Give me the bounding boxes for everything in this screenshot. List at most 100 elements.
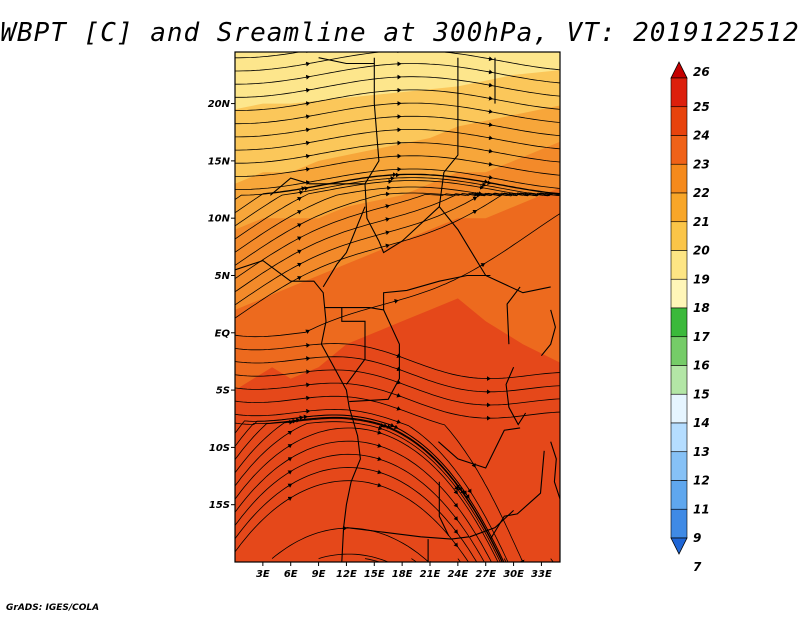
streamline [271, 527, 430, 562]
streamline-arrow [396, 353, 402, 358]
streamline [235, 356, 560, 393]
streamline [318, 553, 390, 562]
boundary-line [349, 309, 400, 403]
streamline-arrow [305, 114, 311, 120]
streamline [235, 177, 560, 227]
streamline [235, 417, 503, 562]
colorbar-cell [670, 221, 688, 251]
streamline-arrow [471, 462, 476, 468]
colorbar-label: 18 [693, 301, 710, 315]
colorbar-cell [670, 336, 688, 366]
boundary-line [318, 57, 375, 65]
colorbar-cell [670, 508, 688, 539]
streamline-arrow [396, 366, 402, 372]
streamline-arrow [384, 217, 390, 222]
colorbar: 26 25 24 23 22 21 20 19 18 17 16 15 14 13 12 11 9 7 [670, 61, 710, 574]
streamline [235, 52, 560, 72]
streamline-arrow [393, 299, 399, 304]
colorbar-top-arrow [670, 61, 688, 79]
streamline-arrow [488, 161, 494, 167]
streamline [364, 558, 381, 562]
lon-tick-label: 27E [475, 569, 496, 580]
colorbar-label: 13 [693, 445, 710, 459]
lon-tick-label: 33E [531, 569, 552, 580]
lat-tick-label: 15N [208, 156, 231, 167]
streamlines [235, 52, 566, 566]
streamline-arrow [396, 406, 402, 411]
coastlines-and-borders [235, 57, 560, 562]
boundary-line [325, 274, 491, 311]
streamline-arrow [396, 419, 402, 424]
streamline-arrow [488, 69, 494, 75]
lat-tick-label: 10N [208, 214, 231, 225]
boundary-line [540, 309, 556, 357]
colorbar-label: 22 [693, 186, 710, 200]
streamline-arrow [376, 482, 382, 488]
streamline [235, 369, 560, 406]
streamline-arrow [296, 262, 302, 268]
boundary-line [235, 259, 361, 562]
streamline-arrow [453, 542, 458, 548]
boundary-line [322, 206, 366, 288]
colorbar-label: 9 [693, 531, 701, 545]
streamline-arrow [483, 179, 489, 184]
lon-tick-label: 9E [312, 569, 326, 580]
streamline-arrow [488, 95, 494, 101]
boundary-line [438, 57, 459, 207]
colorbar-label: 21 [693, 215, 710, 229]
colorbar-label: 26 [693, 65, 710, 79]
lat-tick-label: 10S [209, 443, 230, 454]
lon-tick-label: 21E [420, 569, 441, 580]
streamline-arrow [296, 196, 302, 202]
streamline-arrow [305, 101, 311, 106]
streamline-arrow [296, 249, 302, 254]
streamline-arrow [305, 74, 311, 80]
streamline-arrow [488, 82, 494, 88]
lon-tick-label: 24E [447, 569, 468, 580]
colorbar-cell [670, 365, 688, 395]
streamline [235, 192, 560, 306]
streamline [235, 418, 503, 562]
streamline-arrow [384, 230, 390, 236]
streamline-arrow [287, 457, 293, 462]
streamline-arrow [472, 196, 478, 201]
lon-tick-label: 6E [284, 569, 298, 580]
colorbar-bottom-arrow [670, 537, 688, 555]
lat-tick-label: EQ [215, 328, 231, 339]
colorbar-label: 15 [693, 387, 710, 401]
colorbar-label: 23 [693, 157, 710, 171]
streamline-arrow [488, 148, 494, 154]
streamline-arrow [519, 558, 525, 562]
streamline-arrow [393, 564, 397, 566]
streamline-arrow [296, 210, 302, 215]
streamline-arrow [384, 243, 390, 249]
streamline [411, 558, 417, 562]
colorbar-cell [670, 393, 688, 424]
colorbar-label: 7 [693, 560, 702, 574]
streamline-arrow [472, 209, 478, 215]
streamline-arrow [305, 61, 311, 67]
lat-tick-label: 5N [215, 271, 231, 282]
lon-tick-label: 15E [364, 569, 385, 580]
streamline-arrow [488, 56, 494, 62]
colorbar-cell [670, 163, 688, 194]
streamline-arrow [473, 191, 479, 197]
colorbar-cell [670, 480, 688, 510]
streamline-arrow [287, 496, 293, 501]
streamline-arrow [305, 167, 311, 172]
boundary-line [438, 427, 521, 469]
colorbar-label: 17 [693, 330, 710, 344]
boundary-line [438, 481, 450, 536]
streamline [235, 453, 485, 562]
streamline-arrow [296, 276, 302, 281]
streamline-arrow [480, 263, 486, 268]
colorbar-cell [670, 250, 688, 280]
colorbar-label: 19 [693, 272, 710, 286]
lat-tick-label: 20N [208, 99, 231, 110]
map-border [234, 51, 561, 563]
streamline [235, 421, 501, 562]
streamline-arrow [305, 329, 310, 334]
streamline-arrow [296, 236, 302, 241]
streamline [235, 480, 469, 562]
streamline-arrow [562, 210, 566, 212]
